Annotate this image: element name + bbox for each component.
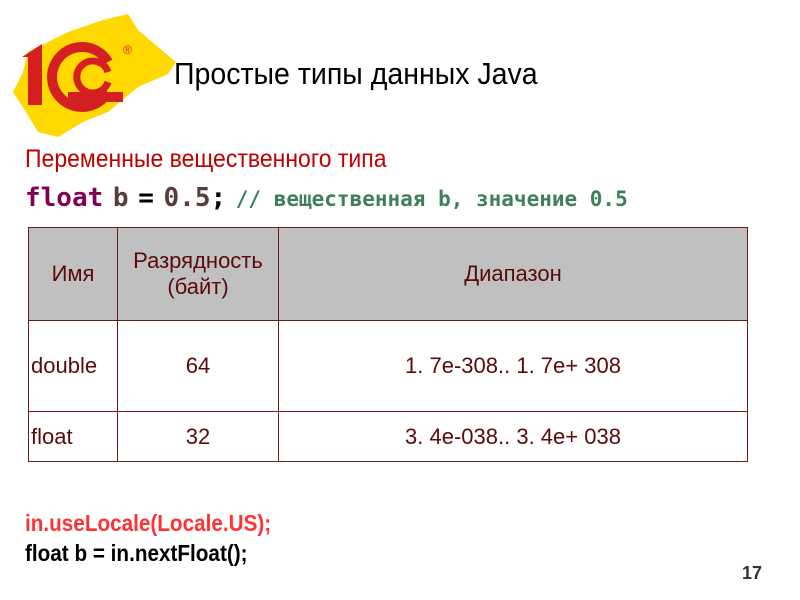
header-name: Имя <box>28 227 118 321</box>
cell-size: 32 <box>117 411 279 462</box>
code-semicolon: ; <box>210 183 227 213</box>
table-row: double 64 1. 7e-308.. 1. 7e+ 308 <box>28 320 748 412</box>
code-declaration: float b = 0.5; // вещественная b, значен… <box>25 180 765 219</box>
code-comment: // вещественная b, значение 0.5 <box>235 187 628 211</box>
code-nextfloat-line: float b = in.nextFloat(); <box>25 540 248 566</box>
1c-logo: ® <box>13 14 176 137</box>
header-range: Диапазон <box>278 227 748 321</box>
code-keyword: float <box>25 183 104 213</box>
header-size: Разрядность (байт) <box>117 227 279 321</box>
code-operator: = <box>138 183 154 213</box>
slide-title: Простые типы данных Java <box>174 56 538 91</box>
cell-range: 1. 7e-308.. 1. 7e+ 308 <box>278 320 748 412</box>
code-input-example: in.useLocale(Locale.US); float b = in.ne… <box>25 508 271 568</box>
table-header-row: Имя Разрядность (байт) Диапазон <box>28 227 748 321</box>
cell-name: double <box>28 320 118 412</box>
slide-subtitle: Переменные вещественного типа <box>25 145 387 173</box>
cell-range: 3. 4e-038.. 3. 4e+ 038 <box>278 411 748 462</box>
svg-text:®: ® <box>123 43 132 57</box>
cell-size: 64 <box>117 320 279 412</box>
table-row: float 32 3. 4e-038.. 3. 4e+ 038 <box>28 411 748 462</box>
code-locale-line: in.useLocale(Locale.US); <box>25 510 272 536</box>
code-variable: b <box>112 183 129 213</box>
page-number: 17 <box>742 563 763 583</box>
types-table: Имя Разрядность (байт) Диапазон double 6… <box>28 227 748 462</box>
code-value: 0.5 <box>163 183 211 213</box>
cell-name: float <box>28 411 118 462</box>
